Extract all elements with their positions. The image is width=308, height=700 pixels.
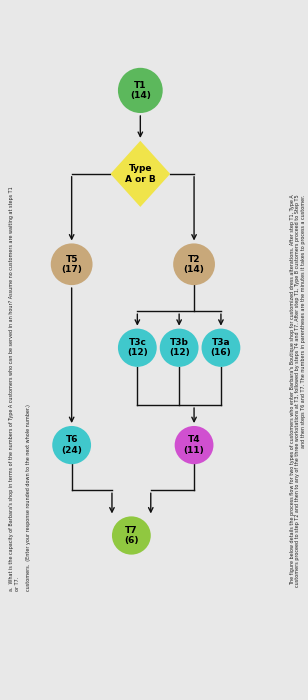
Ellipse shape — [112, 517, 151, 554]
Text: Type
A or B: Type A or B — [125, 164, 156, 183]
Text: a.  What is the capacity of Barbara's shop in terms of the numbers of Type A cus: a. What is the capacity of Barbara's sho… — [9, 186, 31, 591]
Text: T1
(14): T1 (14) — [130, 80, 151, 100]
Polygon shape — [111, 141, 170, 207]
Text: T4
(11): T4 (11) — [184, 435, 205, 455]
Text: The figure below details the process flow for two types of customers who enter B: The figure below details the process flo… — [290, 195, 306, 587]
Text: T6
(24): T6 (24) — [61, 435, 82, 455]
Ellipse shape — [51, 244, 92, 285]
Ellipse shape — [173, 244, 215, 285]
Ellipse shape — [160, 328, 199, 367]
Ellipse shape — [118, 328, 157, 367]
Ellipse shape — [175, 426, 213, 464]
Text: T5
(17): T5 (17) — [61, 255, 82, 274]
Text: T3a
(16): T3a (16) — [211, 338, 231, 358]
Text: T2
(14): T2 (14) — [184, 255, 205, 274]
Ellipse shape — [118, 68, 163, 113]
Ellipse shape — [201, 328, 240, 367]
Ellipse shape — [52, 426, 91, 464]
Text: T3b
(12): T3b (12) — [169, 338, 189, 358]
Text: T3c
(12): T3c (12) — [127, 338, 148, 358]
Text: T7
(6): T7 (6) — [124, 526, 139, 545]
